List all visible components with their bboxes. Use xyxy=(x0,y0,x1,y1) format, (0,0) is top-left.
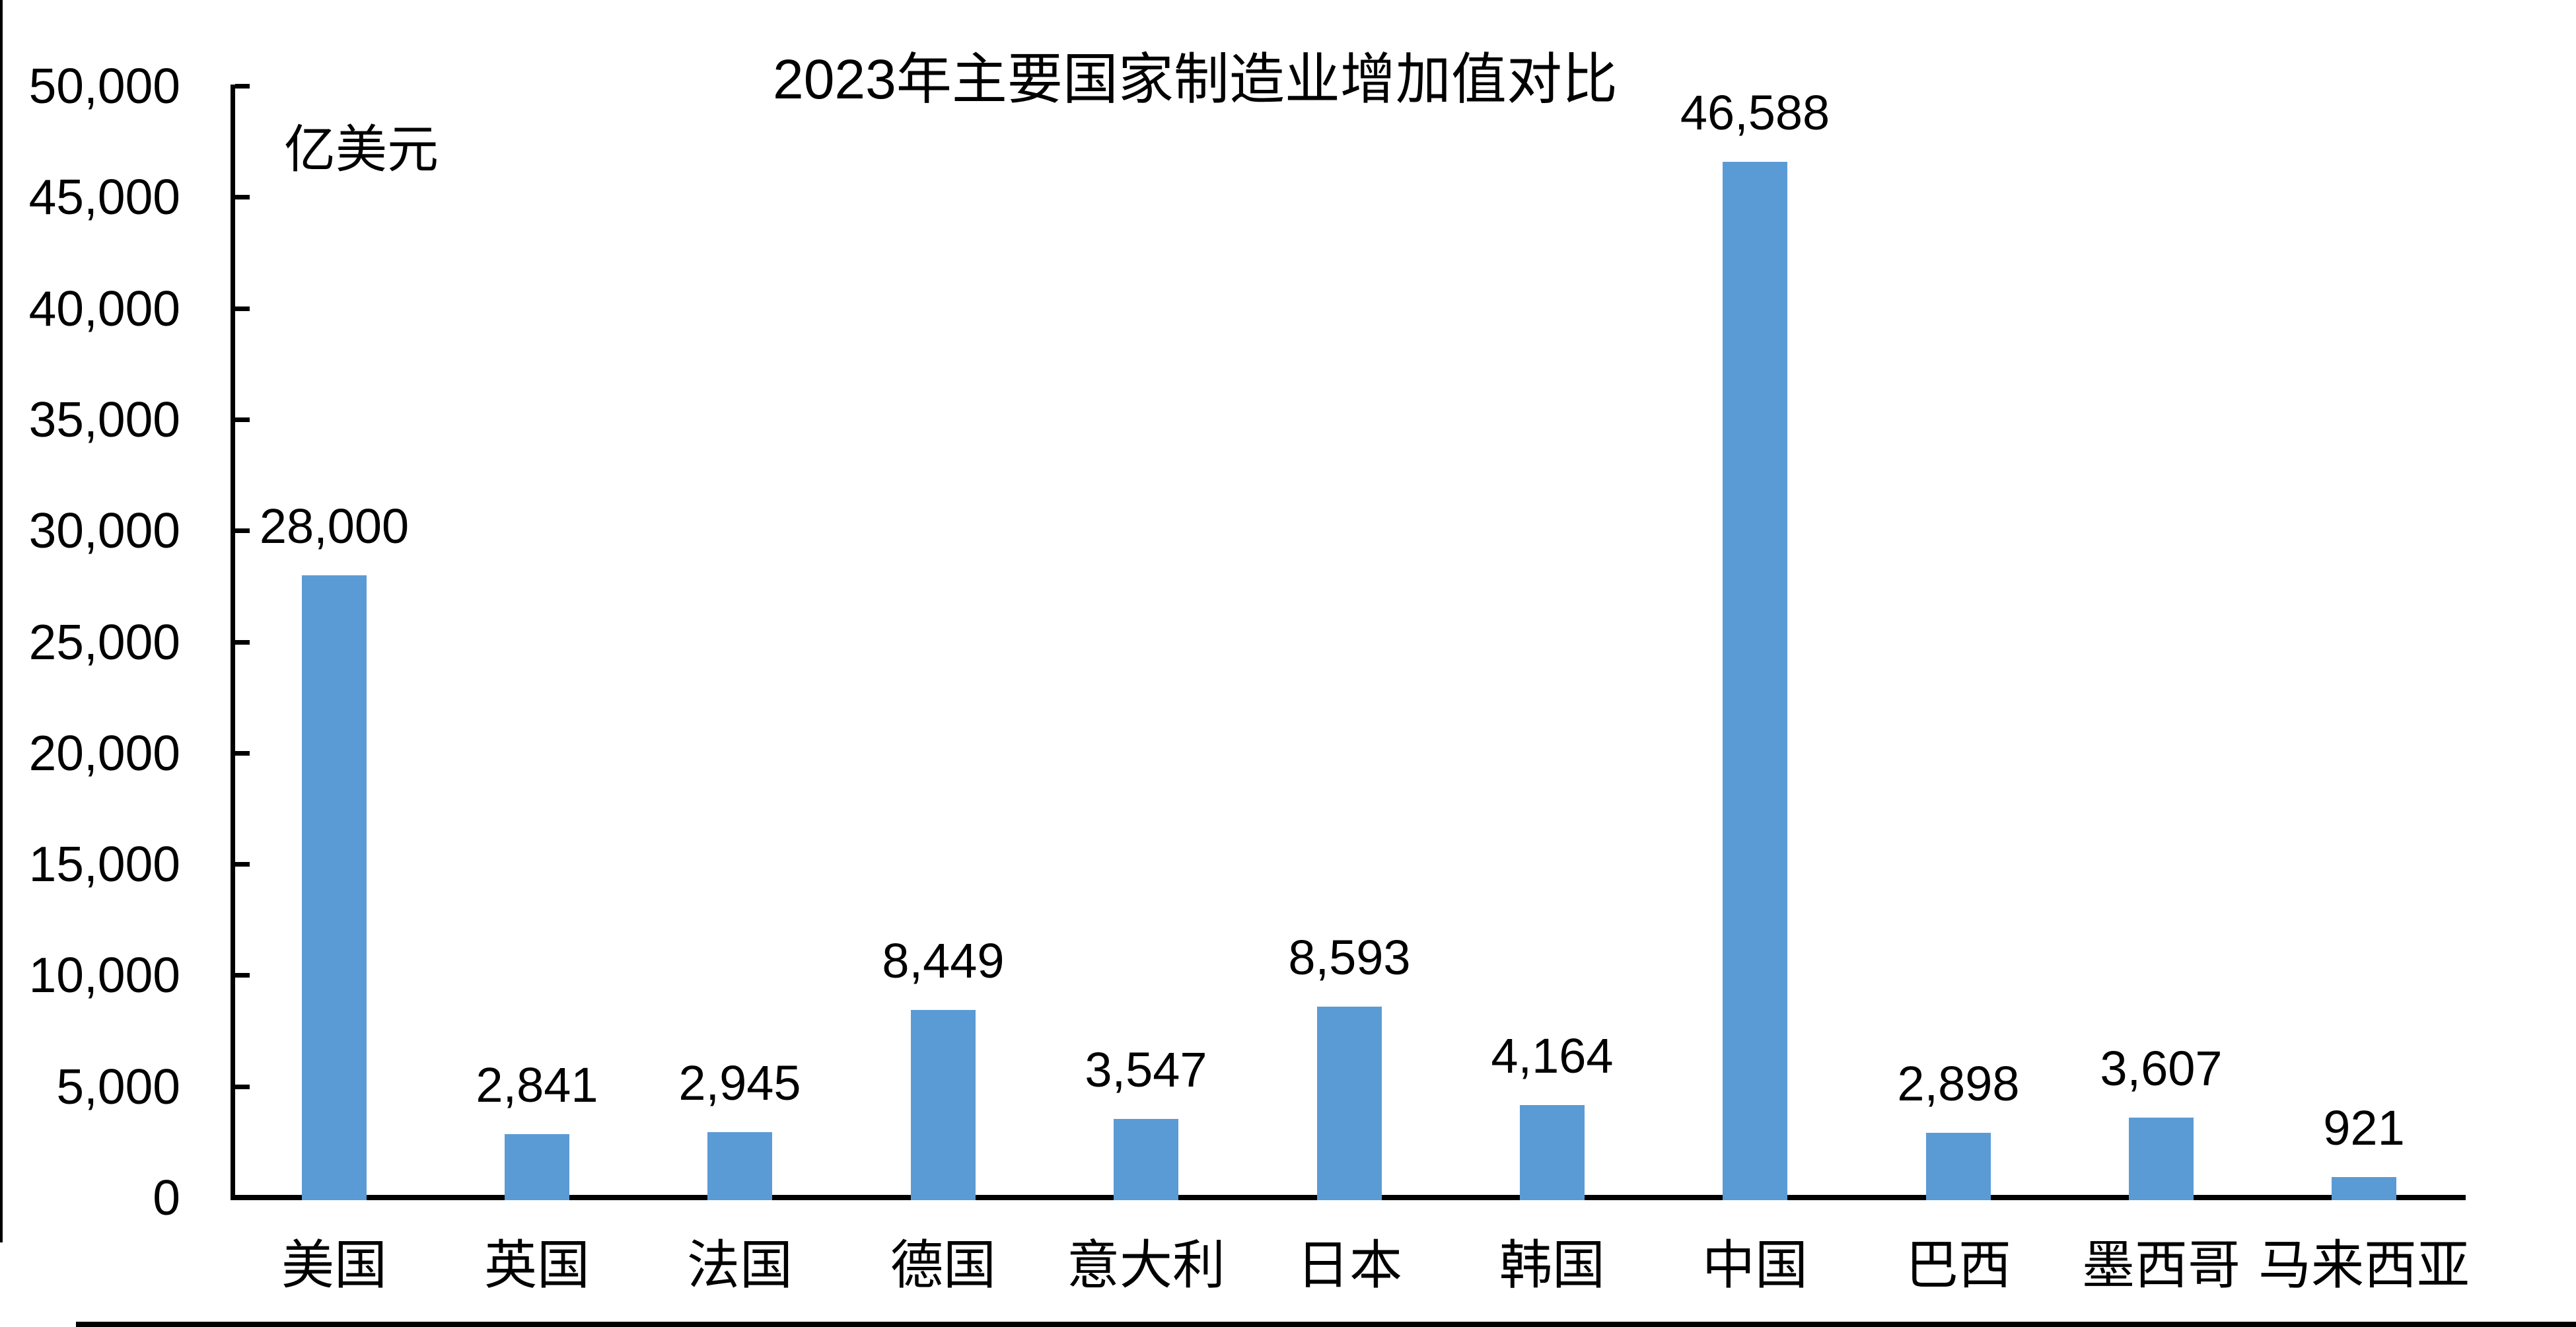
category-label: 马来西亚 xyxy=(2258,1236,2470,1295)
y-axis-tick-mark xyxy=(235,750,250,756)
bar-6 xyxy=(1520,1105,1585,1200)
y-axis-tick-mark xyxy=(235,417,250,422)
bar-5 xyxy=(1317,1007,1382,1200)
bar-value-label: 46,588 xyxy=(1680,85,1830,140)
bar-4 xyxy=(1114,1119,1178,1200)
bar-value-label: 921 xyxy=(2323,1100,2405,1155)
bar-1 xyxy=(505,1134,569,1200)
bar-value-label: 4,164 xyxy=(1491,1028,1614,1083)
bar-value-label: 2,898 xyxy=(1897,1056,2020,1111)
bar-value-label: 8,593 xyxy=(1288,930,1411,985)
y-axis-tick-label: 10,000 xyxy=(28,947,180,1003)
y-axis-tick-label: 35,000 xyxy=(28,391,180,447)
bar-value-label: 3,607 xyxy=(2100,1041,2223,1096)
bar-7 xyxy=(1723,162,1787,1200)
category-label: 法国 xyxy=(687,1236,793,1295)
y-axis-tick-mark xyxy=(235,639,250,645)
category-label: 英国 xyxy=(484,1236,590,1295)
category-label: 墨西哥 xyxy=(2082,1236,2240,1295)
category-label: 日本 xyxy=(1297,1236,1402,1295)
bar-10 xyxy=(2332,1177,2396,1200)
page-bottom-border xyxy=(76,1322,2576,1327)
bar-3 xyxy=(911,1010,976,1200)
category-label: 美国 xyxy=(281,1236,387,1295)
y-axis-tick-mark xyxy=(235,1084,250,1089)
bar-value-label: 3,547 xyxy=(1085,1042,1207,1097)
category-label: 德国 xyxy=(890,1236,996,1295)
y-axis-tick-label: 30,000 xyxy=(28,503,180,559)
y-axis-tick-label: 40,000 xyxy=(28,280,180,336)
y-axis-tick-mark xyxy=(235,973,250,978)
y-axis-unit-label: 亿美元 xyxy=(284,120,439,178)
bar-value-label: 8,449 xyxy=(882,933,1005,988)
y-axis-tick-label: 20,000 xyxy=(28,725,180,781)
category-label: 巴西 xyxy=(1906,1236,2011,1295)
y-axis-tick-label: 15,000 xyxy=(28,836,180,892)
bar-value-label: 2,841 xyxy=(476,1058,598,1112)
y-axis-tick-mark xyxy=(235,1196,250,1200)
y-axis-tick-mark xyxy=(235,862,250,867)
y-axis-tick-label: 5,000 xyxy=(56,1058,180,1114)
bar-value-label: 2,945 xyxy=(678,1056,801,1110)
y-axis-tick-mark xyxy=(235,528,250,534)
y-axis-tick-mark xyxy=(235,306,250,311)
bar-2 xyxy=(707,1132,772,1200)
category-label: 中国 xyxy=(1702,1236,1808,1295)
bar-0 xyxy=(302,575,367,1200)
y-axis-tick-label: 25,000 xyxy=(28,614,180,670)
bar-value-label: 28,000 xyxy=(259,499,410,554)
bar-8 xyxy=(1926,1133,1991,1200)
category-label: 意大利 xyxy=(1067,1236,1225,1295)
category-label: 韩国 xyxy=(1499,1236,1605,1295)
bar-9 xyxy=(2129,1118,2194,1200)
y-axis-tick-mark xyxy=(235,84,250,89)
y-axis-tick-label: 45,000 xyxy=(28,169,180,225)
page-left-border xyxy=(0,0,3,1242)
y-axis-tick-label: 50,000 xyxy=(28,58,180,114)
chart-title: 2023年主要国家制造业增加值对比 xyxy=(773,48,1618,110)
y-axis-tick-label: 0 xyxy=(153,1170,180,1225)
y-axis-tick-mark xyxy=(235,195,250,200)
y-axis-line xyxy=(231,85,235,1200)
